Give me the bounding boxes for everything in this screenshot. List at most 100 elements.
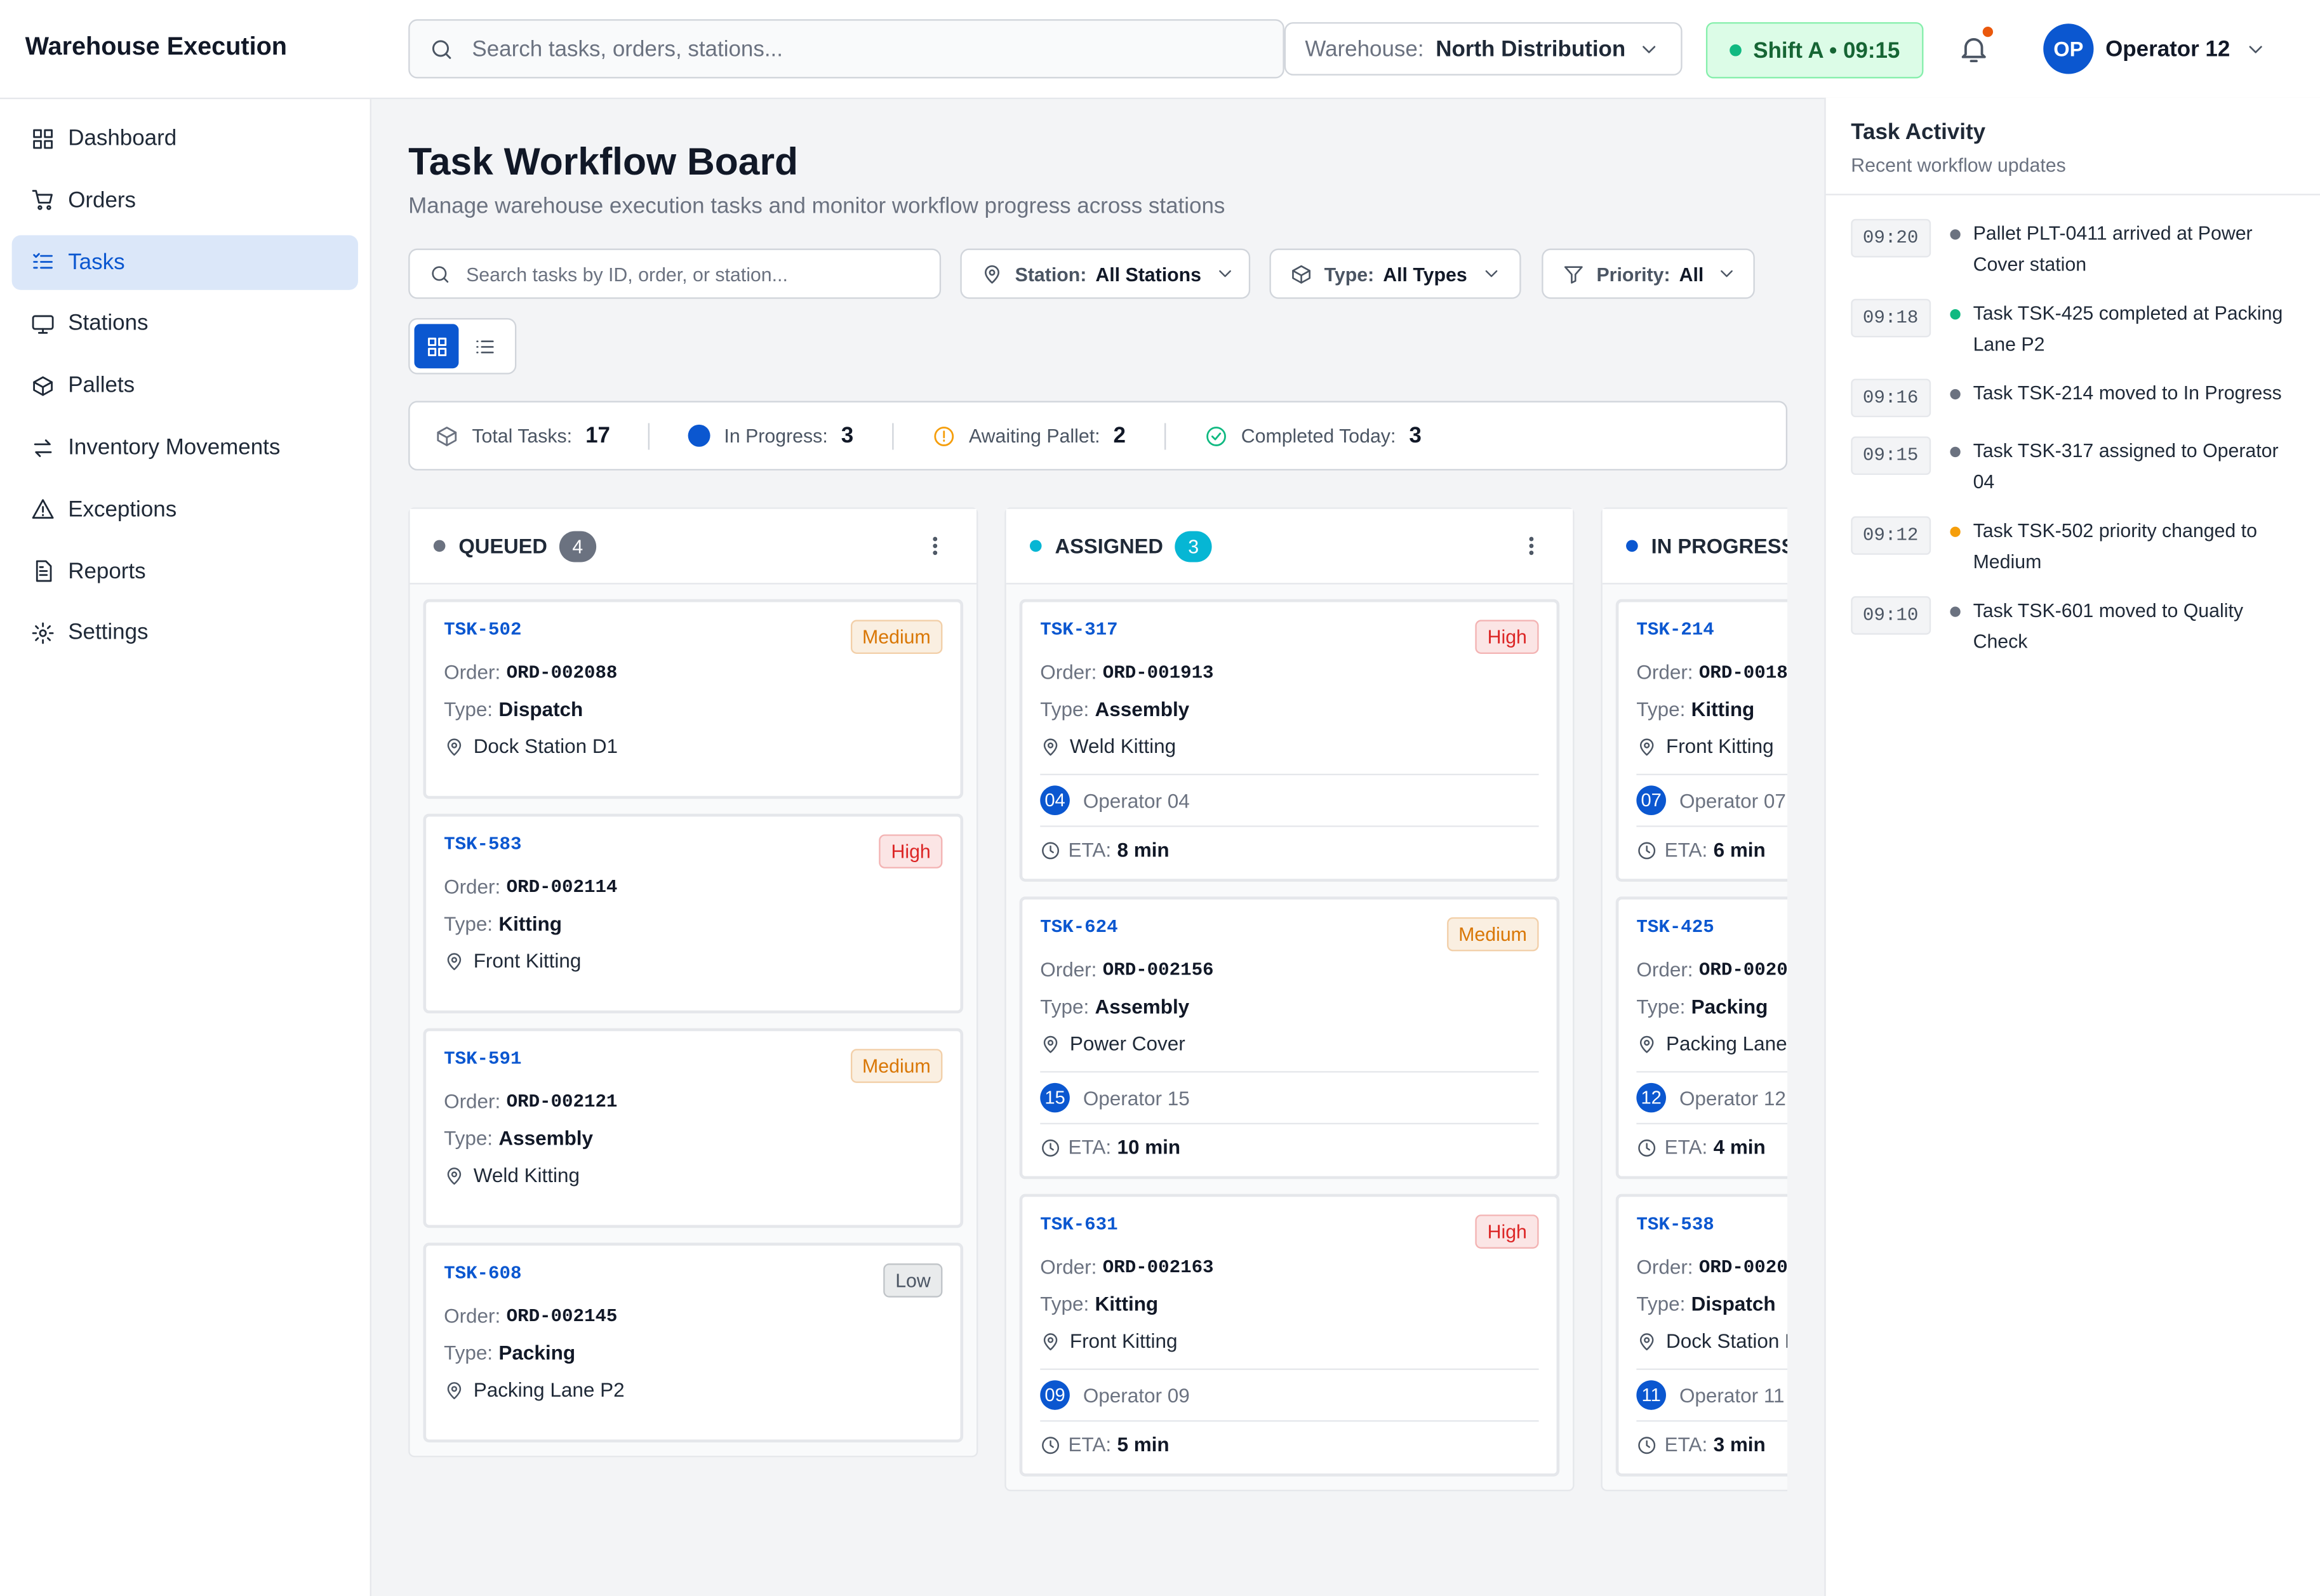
- activity-text: Task TSK-425 completed at Packing Lane P…: [1973, 302, 2283, 355]
- task-card[interactable]: TSK-583 High Order: ORD-002114 Type: Kitting F…: [423, 813, 964, 1014]
- field-label: Order:: [1040, 959, 1097, 981]
- user-menu[interactable]: OP Operator 12: [2043, 23, 2267, 74]
- nav-label: Stations: [68, 311, 149, 336]
- operator-row: 09 Operator 09: [1040, 1380, 1538, 1410]
- filter-select[interactable]: Type: All Types: [1269, 248, 1521, 299]
- nav-label: Pallets: [68, 373, 135, 399]
- warehouse-select[interactable]: Warehouse: North Distribution: [1284, 22, 1683, 76]
- filter-label: Type:: [1324, 262, 1375, 285]
- field-label: Order:: [1040, 661, 1097, 684]
- operator-name: Operator 09: [1083, 1384, 1190, 1407]
- task-card[interactable]: TSK-317 High Order: ORD-001913 Type: Assembly…: [1019, 599, 1560, 882]
- separator: [1636, 773, 1788, 776]
- grid-view-button[interactable]: [414, 324, 459, 369]
- filter-select[interactable]: Priority: All: [1542, 248, 1755, 299]
- list-view-button[interactable]: [458, 324, 509, 368]
- nav-item[interactable]: Dashboard: [12, 111, 358, 166]
- icon: [1638, 1138, 1656, 1156]
- global-search[interactable]: Search tasks, orders, stations...: [408, 19, 1284, 79]
- task-card[interactable]: TSK-502 Medium Order: ORD-002088 Type: Dispat…: [423, 599, 964, 799]
- field-label: ETA:: [1664, 1433, 1708, 1456]
- icon: [32, 315, 54, 334]
- task-card[interactable]: TSK-425 Order: ORD-0020 Type: Packing Packing…: [1615, 896, 1788, 1180]
- nav-item[interactable]: Settings: [12, 606, 358, 660]
- task-id: TSK-624: [1040, 917, 1118, 938]
- field-label: Type:: [444, 912, 493, 935]
- status-dot: [688, 424, 711, 447]
- topbar: Search tasks, orders, stations... Warehou…: [370, 0, 2320, 100]
- field-label: Order:: [444, 1305, 501, 1327]
- task-card[interactable]: TSK-214 Order: ORD-0018 Type: Kitting Front K…: [1615, 599, 1788, 882]
- field-label: Order:: [444, 1090, 501, 1113]
- nav-item[interactable]: Pallets: [12, 358, 358, 413]
- task-card[interactable]: TSK-591 Medium Order: ORD-002121 Type: Assemb…: [423, 1028, 964, 1228]
- task-card[interactable]: TSK-631 High Order: ORD-002163 Type: Kitting F…: [1019, 1194, 1560, 1477]
- nav-item[interactable]: Exceptions: [12, 482, 358, 536]
- eta-row: ETA: 8 min: [1040, 839, 1538, 861]
- icon: [1529, 536, 1534, 555]
- activity-text: Pallet PLT-0411 arrived at Power Cover s…: [1973, 222, 2253, 275]
- eta: 5 min: [1117, 1433, 1170, 1456]
- priority-badge: High: [879, 834, 943, 868]
- station: Power Cover: [1069, 1032, 1185, 1055]
- nav-label: Tasks: [68, 249, 125, 275]
- activity-item: 09:12 Task TSK-502 priority changed to Me…: [1851, 516, 2302, 577]
- column-header: IN PROGRESS: [1602, 509, 1788, 585]
- eta: 8 min: [1117, 839, 1170, 861]
- filter-select[interactable]: Station: All Stations: [960, 248, 1251, 299]
- task-card[interactable]: TSK-624 Medium Order: ORD-002156 Type: Assemb…: [1019, 896, 1560, 1180]
- field-label: Order:: [444, 661, 501, 684]
- order-id: ORD-001913: [1102, 662, 1214, 683]
- operator-badge: 11: [1636, 1380, 1666, 1410]
- column-header: ASSIGNED 3: [1006, 509, 1573, 585]
- column-menu[interactable]: [923, 534, 947, 557]
- nav-item[interactable]: Inventory Movements: [12, 420, 358, 475]
- nav-item[interactable]: Stations: [12, 296, 358, 351]
- order-id: ORD-002163: [1102, 1256, 1214, 1278]
- field-label: Type:: [444, 1127, 493, 1150]
- operator-name: Operator 15: [1083, 1086, 1190, 1109]
- task-card[interactable]: TSK-608 Low Order: ORD-002145 Type: Packing Pa…: [423, 1242, 964, 1443]
- nav-item[interactable]: Tasks: [11, 234, 358, 289]
- task-search[interactable]: Search tasks by ID, order, or station...: [408, 248, 942, 299]
- activity-item: 09:20 Pallet PLT-0411 arrived at Power Co…: [1851, 218, 2302, 280]
- eta: 4 min: [1713, 1136, 1766, 1159]
- notifications[interactable]: [1957, 26, 1993, 72]
- divider: [891, 422, 894, 449]
- task-card[interactable]: TSK-538 Order: ORD-0020 Type: Dispatch Dock S…: [1615, 1194, 1788, 1477]
- icon: [33, 128, 53, 149]
- icon: [33, 376, 53, 396]
- type-row: Type: Packing: [1636, 995, 1787, 1018]
- order-id: ORD-002121: [506, 1091, 618, 1112]
- avatar: OP: [2043, 23, 2094, 74]
- order-row: Order: ORD-002163: [1040, 1256, 1538, 1278]
- column-menu[interactable]: [1519, 534, 1543, 557]
- order-id: ORD-002145: [506, 1305, 618, 1327]
- operator-badge: 04: [1040, 785, 1070, 816]
- panel-title: Task Activity: [1851, 119, 1986, 145]
- type-row: Type: Kitting: [1040, 1293, 1538, 1315]
- station-row: Front Kitting: [1636, 735, 1787, 757]
- notification-dot: [1982, 26, 1993, 37]
- activity-time: 09:15: [1851, 436, 1930, 475]
- nav-item[interactable]: Reports: [12, 544, 358, 599]
- icon: [1042, 1436, 1060, 1454]
- priority-badge: Low: [883, 1263, 943, 1298]
- field-label: Type:: [444, 1341, 493, 1364]
- type-row: Type: Kitting: [1636, 698, 1787, 721]
- field-label: Type:: [1040, 1293, 1090, 1315]
- divider: [0, 97, 370, 100]
- warehouse-label: Warehouse:: [1305, 36, 1424, 62]
- separator: [1636, 825, 1788, 827]
- task-type: Dispatch: [1691, 1293, 1776, 1315]
- nav-item[interactable]: Orders: [12, 173, 358, 227]
- status-dot: [1949, 229, 1960, 240]
- separator: [1636, 1122, 1788, 1125]
- separator: [1636, 1368, 1788, 1370]
- icon: [933, 536, 938, 555]
- order-row: Order: ORD-0018: [1636, 662, 1787, 684]
- priority-badge: High: [1475, 620, 1539, 655]
- task-id: TSK-214: [1636, 620, 1714, 641]
- shift-text: Shift A • 09:15: [1753, 37, 1900, 63]
- priority-badge: Medium: [850, 620, 943, 655]
